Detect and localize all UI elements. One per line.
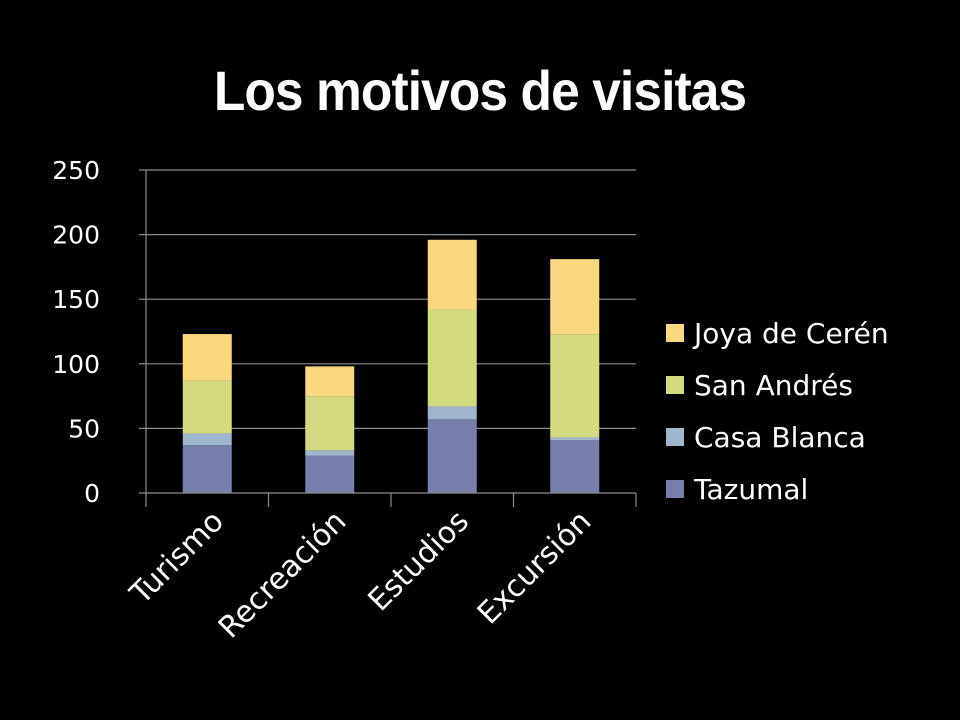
bar-segment: [182, 445, 232, 493]
legend-swatch: [666, 324, 684, 342]
axes: [139, 169, 637, 507]
bar-segment: [182, 433, 232, 446]
legend-label: Casa Blanca: [694, 421, 866, 454]
legend-label: Joya de Cerén: [692, 317, 889, 350]
bar-segment: [305, 396, 355, 451]
legend-label: Tazumal: [693, 473, 808, 506]
x-tick-label: Estudios: [362, 504, 476, 618]
bar-segment: [550, 259, 600, 335]
bar-segment: [182, 334, 232, 381]
bar-segment: [427, 406, 477, 420]
bar-segment: [427, 239, 477, 310]
bar-segment: [427, 309, 477, 407]
legend-swatch: [666, 376, 684, 394]
y-tick-label: 100: [52, 350, 100, 379]
legend-swatch: [666, 480, 684, 498]
bar-segment: [305, 366, 355, 397]
y-tick-label: 0: [84, 479, 100, 508]
bar-segment: [550, 334, 600, 438]
bar-segment: [305, 450, 355, 456]
bar-segment: [305, 455, 355, 493]
chart-title: Los motivos de visitas: [213, 59, 747, 122]
y-tick-label: 200: [52, 221, 100, 250]
bar-segment: [550, 440, 600, 493]
x-tick-label: Turismo: [123, 504, 231, 612]
y-tick-labels: 0 50 100 150 200 250: [52, 156, 100, 508]
y-tick-label: 150: [52, 285, 100, 314]
x-tick-label: Recreación: [212, 504, 354, 646]
x-tick-label: Excursión: [471, 504, 599, 632]
legend-label: San Andrés: [694, 369, 853, 402]
bar-segment: [182, 380, 232, 434]
legend: Joya de Cerén San Andrés Casa Blanca Tazuma…: [666, 317, 889, 506]
bar-segment: [550, 437, 600, 441]
y-tick-label: 50: [68, 414, 100, 443]
bar-segment: [427, 419, 477, 493]
y-tick-label: 250: [52, 156, 100, 185]
legend-swatch: [666, 428, 684, 446]
bars: [182, 239, 600, 493]
